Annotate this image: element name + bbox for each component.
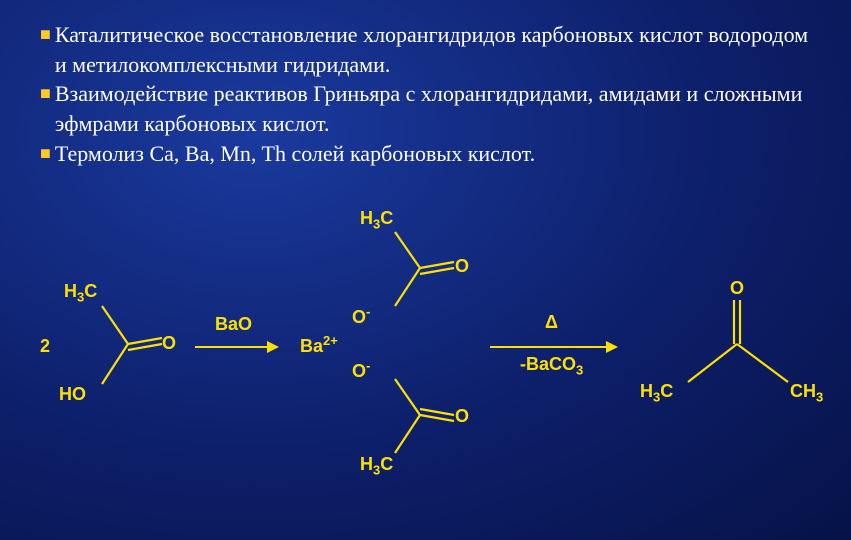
bullet-1-text: Каталитическое восстановление хлорангидр… [55,20,819,79]
label-o-minus-bot: O- [352,358,370,382]
coefficient-2: 2 [40,336,50,357]
label-bao: BaO [215,314,252,335]
bullet-1: ■ Каталитическое восстановление хлоранги… [40,20,819,79]
square-bullet-icon: ■ [40,20,51,49]
label-o-minus-top: O- [352,304,370,328]
label-delta: Δ [545,312,558,333]
reaction-scheme: 2 H3C O HO BaO H3C O O- Ba2+ O- [40,186,819,466]
bullet-2-text: Взаимодействие реактивов Гриньяра с хлор… [55,79,819,138]
acetate-bot-skeleton [380,371,475,466]
label-h3c-product: H3C [640,381,673,405]
label-ba2plus: Ba2+ [300,333,338,357]
acetic-acid-skeleton [90,296,180,396]
label-ho-left: HO [59,384,86,405]
slide-root: ■ Каталитическое восстановление хлоранги… [0,0,851,540]
square-bullet-icon: ■ [40,139,51,168]
bullet-3: ■ Термолиз Ca, Ba, Mn, Th солей карбонов… [40,139,819,169]
label-minus-baco3: -BaCO3 [520,354,583,378]
bullet-2: ■ Взаимодействие реактивов Гриньяра с хл… [40,79,819,138]
acetone-skeleton [670,294,810,394]
bullet-list: ■ Каталитическое восстановление хлоранги… [40,20,819,168]
acetate-top-skeleton [380,224,475,319]
bullet-3-text: Термолиз Ca, Ba, Mn, Th солей карбоновых… [55,139,535,169]
square-bullet-icon: ■ [40,79,51,108]
